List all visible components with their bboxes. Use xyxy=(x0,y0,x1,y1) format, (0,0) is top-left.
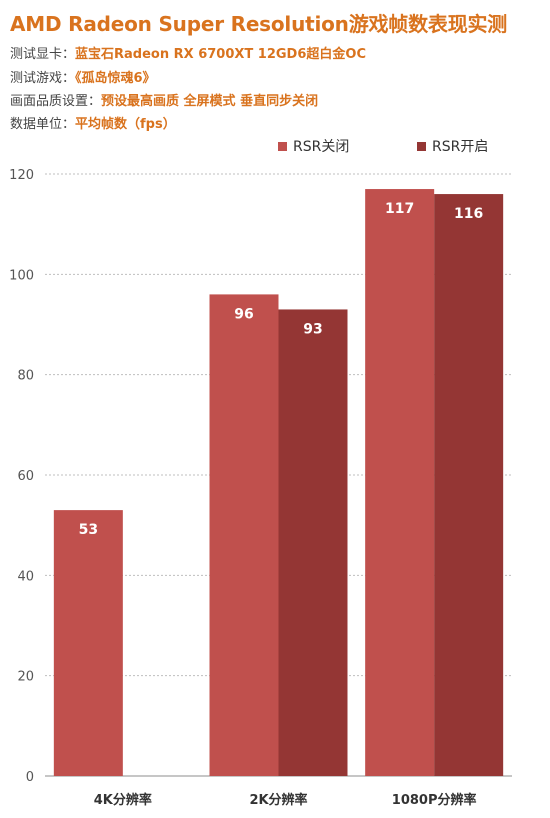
y-tick-label: 100 xyxy=(9,268,34,283)
bar xyxy=(365,189,435,777)
x-category-label: 2K分辨率 xyxy=(249,792,307,808)
legend-swatch-rsr-off xyxy=(278,141,287,151)
info-value: 平均帧数（fps） xyxy=(75,117,176,132)
info-value: 《孤岛惊魂6》 xyxy=(75,71,156,86)
legend-item-rsr-on: RSR开启 xyxy=(417,136,488,156)
info-row-game: 测试游戏：《孤岛惊魂6》 xyxy=(10,67,156,86)
info-row-gpu: 测试显卡：蓝宝石Radeon RX 6700XT 12GD6超白金OC xyxy=(10,43,366,62)
info-label: 画面品质设置： xyxy=(10,94,102,109)
bar xyxy=(53,510,123,776)
info-label: 数据单位： xyxy=(10,117,76,132)
info-row-settings: 画面品质设置：预设最高画质 全屏模式 垂直同步关闭 xyxy=(10,90,318,109)
x-category-label: 1080P分辨率 xyxy=(392,792,477,808)
x-category-label: 4K分辨率 xyxy=(94,792,152,808)
info-value: 蓝宝石Radeon RX 6700XT 12GD6超白金OC xyxy=(75,47,366,62)
page-title: AMD Radeon Super Resolution游戏帧数表现实测 xyxy=(10,12,508,36)
legend-label-rsr-on: RSR开启 xyxy=(432,139,489,155)
y-tick-label: 40 xyxy=(17,569,34,584)
legend-item-rsr-off: RSR关闭 xyxy=(278,136,349,156)
info-label: 测试显卡： xyxy=(10,47,76,62)
data-label: 116 xyxy=(454,206,483,222)
info-label: 测试游戏： xyxy=(10,71,76,86)
bar xyxy=(434,194,504,777)
bar xyxy=(278,309,348,776)
y-tick-label: 120 xyxy=(9,168,34,183)
data-label: 96 xyxy=(234,306,253,322)
data-label: 93 xyxy=(303,321,322,337)
chart-legend: RSR关闭 RSR开启 xyxy=(0,136,550,156)
y-tick-label: 0 xyxy=(26,770,34,785)
y-tick-label: 20 xyxy=(17,670,34,685)
info-value: 预设最高画质 全屏模式 垂直同步关闭 xyxy=(101,94,319,109)
data-label: 117 xyxy=(385,201,414,217)
y-tick-label: 60 xyxy=(17,469,34,484)
legend-swatch-rsr-on xyxy=(417,141,426,151)
info-row-unit: 数据单位：平均帧数（fps） xyxy=(10,113,176,132)
y-tick-label: 80 xyxy=(17,369,34,384)
bar xyxy=(209,294,279,776)
legend-label-rsr-off: RSR关闭 xyxy=(293,139,350,155)
data-label: 53 xyxy=(79,522,98,538)
